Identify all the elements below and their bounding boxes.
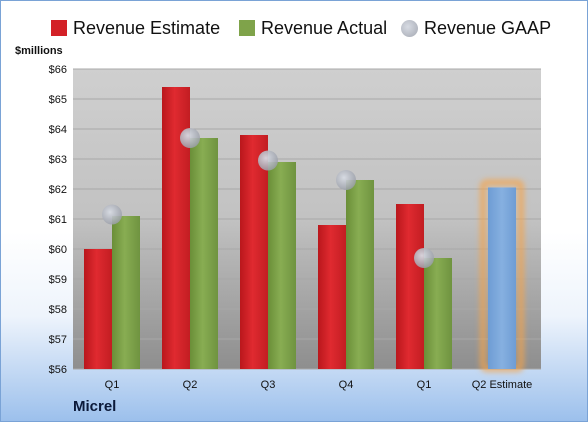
- marker-revenue-gaap: [180, 128, 200, 148]
- bar-revenue-estimate: [84, 249, 112, 369]
- bar-revenue-estimate: [240, 135, 268, 369]
- y-tick-label: $58: [49, 304, 67, 316]
- y-tick-label: $56: [49, 364, 67, 376]
- y-tick-label: $66: [49, 64, 67, 76]
- bar-revenue-actual: [268, 162, 296, 369]
- y-tick-label: $57: [49, 334, 67, 346]
- legend-marker-gaap: [401, 19, 418, 37]
- legend-item-estimate: Revenue Estimate: [51, 15, 220, 41]
- y-tick-label: $65: [49, 94, 67, 106]
- y-unit-label: $millions: [15, 45, 63, 57]
- marker-revenue-gaap: [336, 170, 356, 190]
- bars: [84, 87, 524, 372]
- y-tick-label: $59: [49, 274, 67, 286]
- x-tick-label: Q1: [105, 379, 120, 391]
- y-tick-label: $61: [49, 214, 67, 226]
- x-tick-label: Q3: [261, 379, 276, 391]
- marker-revenue-gaap: [414, 248, 434, 268]
- y-tick-label: $64: [49, 124, 67, 136]
- legend-swatch-actual: [239, 20, 255, 36]
- x-tick-label: Q2: [183, 379, 198, 391]
- axis-labels: $56 $57 $58 $59 $60 $61 $62 $63 $64 $65 $66 Q1 Q2 Q3 Q…: [49, 64, 533, 391]
- bar-revenue-actual: [190, 138, 218, 369]
- company-name: Micrel: [73, 398, 117, 415]
- legend-label-estimate: Revenue Estimate: [73, 17, 221, 38]
- legend-item-actual: Revenue Actual: [239, 15, 387, 41]
- x-tick-label: Q1: [417, 379, 432, 391]
- gaap-markers: [102, 128, 434, 268]
- y-tick-label: $63: [49, 154, 67, 166]
- x-tick-label: Q2 Estimate: [472, 379, 533, 391]
- bar-revenue-forecast: [488, 187, 516, 369]
- marker-revenue-gaap: [258, 150, 278, 171]
- bar-revenue-estimate: [318, 225, 346, 369]
- bar-revenue-actual: [112, 216, 140, 369]
- bar-revenue-estimate: [396, 204, 424, 369]
- bar-revenue-actual: [346, 180, 374, 369]
- y-tick-label: $62: [49, 184, 67, 196]
- legend-swatch-estimate: [51, 20, 67, 36]
- bar-revenue-actual: [424, 258, 452, 369]
- x-tick-label: Q4: [339, 379, 354, 391]
- legend-item-gaap: Revenue GAAP: [401, 15, 551, 41]
- marker-revenue-gaap: [102, 204, 122, 225]
- legend: Revenue Estimate Revenue Actual Revenue …: [1, 15, 588, 41]
- grid-lines: [73, 68, 541, 370]
- y-tick-label: $60: [49, 244, 67, 256]
- legend-label-gaap: Revenue GAAP: [424, 17, 552, 38]
- legend-label-actual: Revenue Actual: [261, 17, 388, 38]
